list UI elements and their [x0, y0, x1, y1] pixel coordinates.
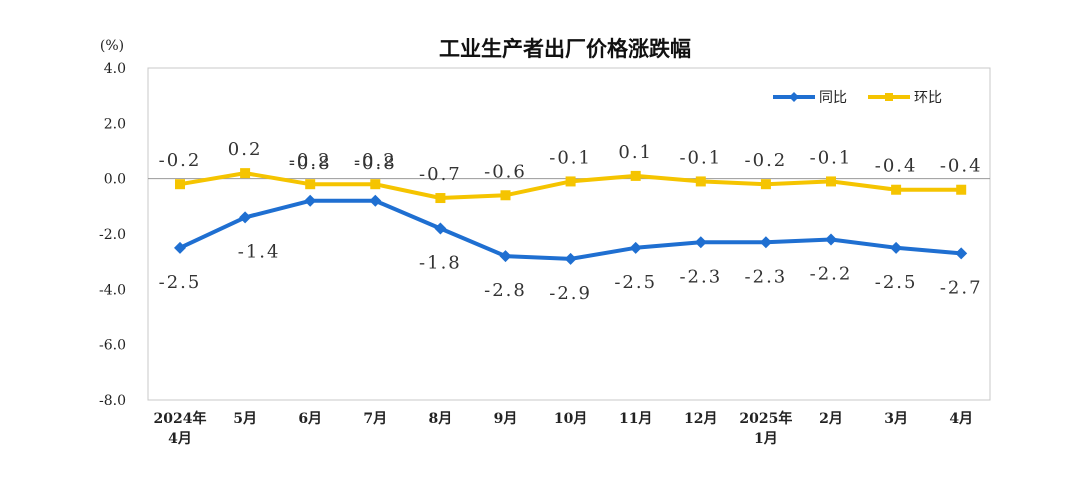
point-marker: [370, 179, 381, 190]
point-marker: [564, 252, 577, 265]
plot-area: [147, 67, 991, 401]
point-marker: [630, 170, 641, 181]
y-tick-label: 4.0: [104, 61, 126, 77]
data-label-yoy: -2.2: [810, 264, 853, 285]
legend: 同比 环比: [773, 90, 942, 106]
data-label-yoy: -2.5: [614, 272, 657, 293]
point-marker: [695, 176, 706, 187]
point-marker: [500, 190, 511, 201]
y-tick-label: -2.0: [99, 227, 126, 243]
data-label-yoy: -2.8: [484, 280, 527, 301]
data-label-yoy: -1.8: [419, 252, 462, 273]
data-label-yoy: -2.5: [875, 272, 918, 293]
x-tick-label: 5月: [233, 411, 257, 427]
point-marker: [565, 176, 576, 187]
x-tick-label: 12月: [684, 411, 717, 427]
point-marker: [826, 176, 836, 187]
legend-label: 环比: [914, 90, 942, 106]
point-marker: [304, 194, 317, 207]
data-label-mom: -0.4: [875, 156, 918, 177]
point-marker: [825, 233, 837, 246]
data-label-mom: -0.4: [940, 156, 983, 177]
y-tick-label: 2.0: [104, 116, 126, 132]
point-marker: [305, 179, 316, 190]
x-tick-label: 7月: [363, 411, 387, 427]
data-label-yoy: -2.3: [745, 266, 788, 287]
x-tick-label: 11月: [619, 411, 652, 427]
data-label-mom: -0.1: [810, 147, 853, 168]
legend-label: 同比: [819, 90, 847, 106]
data-label-yoy: -2.3: [679, 266, 722, 287]
x-tick-label: 8月: [429, 411, 453, 427]
point-marker: [435, 193, 446, 204]
point-marker: [239, 211, 252, 224]
data-label-mom: -0.2: [159, 150, 202, 171]
point-marker: [174, 241, 186, 254]
data-label-mom: 0.1: [618, 142, 653, 163]
data-label-mom: -0.1: [679, 147, 722, 168]
y-axis-unit: (%): [100, 38, 124, 54]
data-label-yoy: -1.4: [238, 241, 281, 262]
data-label-mom: -0.2: [289, 150, 332, 171]
y-tick-label: -4.0: [99, 282, 126, 298]
data-label-yoy: -2.5: [159, 272, 202, 293]
data-label-mom: -0.1: [549, 147, 592, 168]
data-label-yoy: -0.8: [354, 153, 397, 174]
point-marker: [890, 241, 903, 254]
axes: 4.0 2.0 0.0 -2.0 -4.0 -6.0 -8.0 2024年 4月 5月 6月 7月 8月…: [99, 61, 990, 447]
legend-marker: [885, 93, 893, 101]
data-label-mom: -0.7: [419, 164, 462, 185]
series-line-0: [179, 198, 962, 261]
data-label-yoy: -2.7: [940, 277, 983, 298]
x-tick-label: 2月: [819, 411, 843, 427]
point-marker: [955, 247, 968, 260]
point-marker: [369, 194, 382, 207]
point-marker: [759, 236, 772, 249]
series-layer: [174, 168, 968, 265]
data-label-yoy: -2.9: [549, 283, 592, 304]
y-tick-label: 0.0: [104, 172, 126, 188]
x-tick-label: 1月: [754, 431, 778, 447]
x-tick-label: 4月: [949, 411, 973, 427]
x-tick-label: 3月: [884, 411, 908, 427]
point-marker: [760, 179, 771, 190]
data-label-yoy: -0.8: [289, 153, 332, 174]
point-marker: [240, 168, 251, 179]
y-tick-label: -8.0: [99, 393, 126, 409]
point-marker: [629, 241, 642, 254]
x-tick-label: 2025年: [739, 410, 792, 427]
x-tick-label: 9月: [494, 411, 518, 427]
x-tick-label: 4月: [168, 431, 192, 447]
data-label-mom: -0.6: [484, 161, 527, 182]
point-marker: [175, 179, 185, 190]
point-marker: [499, 250, 512, 263]
legend-marker: [789, 92, 799, 102]
point-marker: [694, 236, 707, 249]
data-label-mom: -0.2: [354, 150, 397, 171]
x-tick-label: 6月: [298, 411, 322, 427]
y-tick-label: -6.0: [99, 338, 126, 354]
x-tick-label: 2024年: [154, 410, 207, 427]
point-marker: [956, 184, 967, 195]
chart-title: 工业生产者出厂价格涨跌幅: [439, 37, 691, 61]
data-label-mom: 0.2: [228, 139, 263, 160]
data-label-mom: -0.2: [745, 150, 788, 171]
point-marker: [434, 222, 447, 235]
point-marker: [891, 184, 902, 195]
data-labels: -2.5 -1.4 -0.8 -0.8 -1.8 -2.8 -2.9 -2.5 -2.3 -2.3…: [159, 139, 983, 304]
x-tick-label: 10月: [554, 411, 587, 427]
